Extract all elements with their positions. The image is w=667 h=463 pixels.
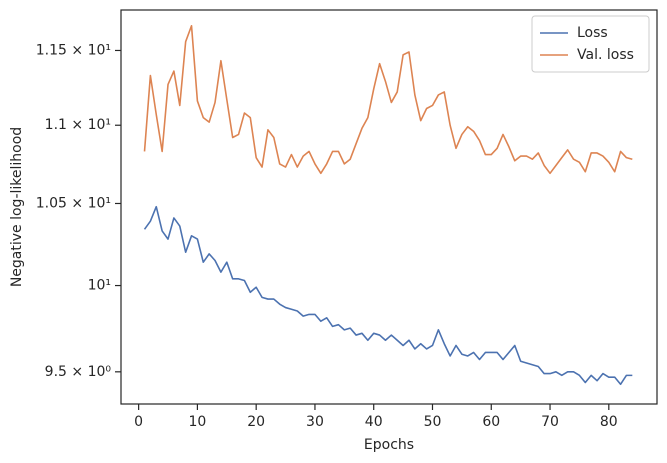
y-tick-label: 10¹: [88, 278, 111, 294]
y-tick-label: 1.15 × 10¹: [36, 42, 111, 58]
data-line: [143, 24, 633, 175]
data-line: [143, 205, 633, 386]
x-tick-label: 10: [188, 414, 206, 430]
x-tick-label: 0: [134, 414, 143, 430]
x-tick-label: 50: [424, 414, 442, 430]
legend-box: [531, 15, 650, 73]
x-tick-label: 70: [541, 414, 559, 430]
x-tick-label: 20: [247, 414, 265, 430]
y-tick-label: 1.05 × 10¹: [36, 195, 111, 211]
legend-label: Val. loss: [577, 47, 634, 63]
legend: Loss Val. loss: [531, 15, 650, 73]
x-tick-label: 60: [482, 414, 500, 430]
legend-label: Loss: [577, 25, 608, 41]
x-tick-label: 80: [600, 414, 618, 430]
y-tick-label: 1.1 × 10¹: [45, 117, 111, 133]
plot-frame: [120, 9, 658, 405]
y-axis-label: Negative log-likelihood: [9, 127, 25, 287]
x-tick-label: 40: [365, 414, 383, 430]
x-axis-label: Epochs: [364, 437, 414, 453]
y-tick-label: 9.5 × 10⁰: [45, 364, 112, 380]
x-tick-label: 30: [306, 414, 324, 430]
